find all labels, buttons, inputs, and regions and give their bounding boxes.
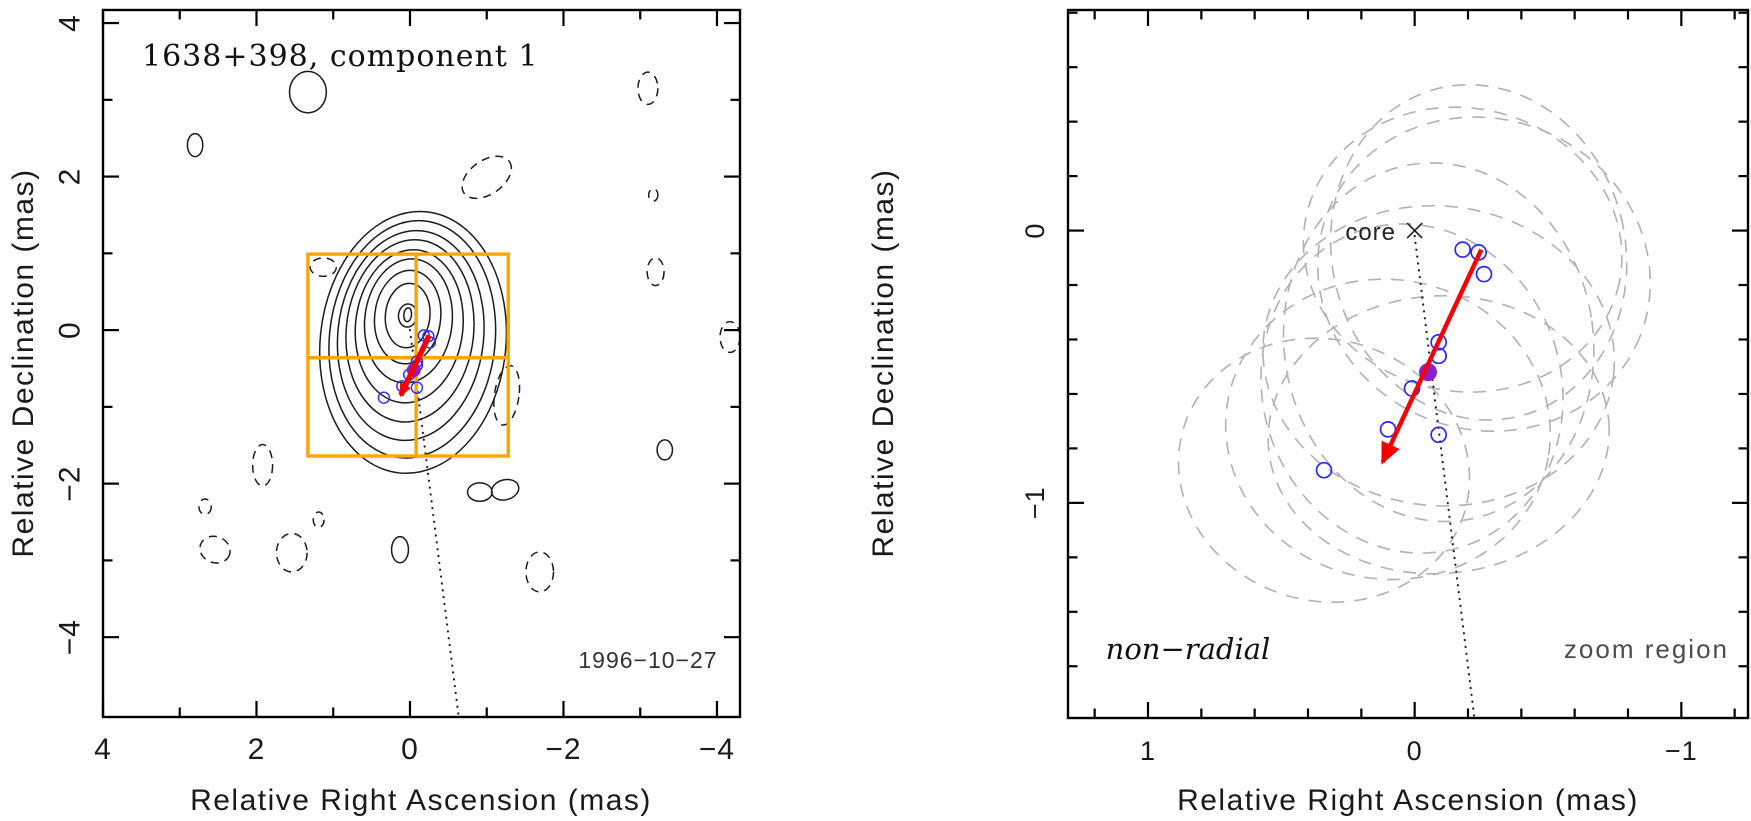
- component-position-marker: [1315, 461, 1333, 479]
- zoom-box: [306, 252, 510, 458]
- x-tick-label: −4: [699, 733, 735, 766]
- negative-noise-contour: [309, 257, 338, 278]
- error-ellipse: [1316, 116, 1652, 433]
- negative-noise-contour: [251, 443, 274, 487]
- velocity-arrow: [1380, 248, 1484, 465]
- core-label: core: [1345, 219, 1396, 246]
- y-tick-label: 0: [54, 321, 87, 339]
- brightness-contour: [373, 269, 442, 365]
- negative-noise-contour: [525, 551, 555, 593]
- error-ellipse: [1260, 223, 1564, 554]
- noise-contours: [186, 70, 741, 593]
- zoom-box-outline: [306, 252, 510, 458]
- brightness-contour: [345, 239, 475, 423]
- component-position-marker: [1430, 426, 1448, 444]
- brightness-contour: [318, 210, 508, 475]
- error-ellipse: [1329, 83, 1628, 421]
- error-ellipse: [1224, 278, 1552, 581]
- negative-noise-contour: [493, 364, 521, 426]
- negative-noise-contour: [199, 535, 231, 564]
- x-tick-label: 0: [1407, 736, 1423, 766]
- x-tick-label: 2: [248, 733, 266, 766]
- brightness-contour: [336, 229, 485, 442]
- core-marker: [1406, 222, 1423, 239]
- left-contour-panel: 4 2 0 −2 −4 4 2 0 −2 −4: [54, 8, 742, 766]
- y-tick-label: −1: [1020, 486, 1050, 519]
- component-position-marker: [410, 381, 424, 394]
- brightness-contour: [354, 248, 464, 404]
- non-radial-label: non−radial: [1106, 632, 1271, 666]
- tick-labels: 4 2 0 −2 −4 4 2 0 −2 −4: [54, 14, 735, 766]
- positive-noise-contour: [656, 439, 674, 461]
- x-tick-label: 0: [401, 733, 419, 766]
- y-tick-label: 0: [1020, 223, 1050, 239]
- negative-noise-contour: [646, 257, 665, 287]
- axis-ticks: [101, 10, 740, 717]
- component-position-marker: [377, 391, 391, 404]
- right-zoom-panel: 1 0 −1 0 −1: [1020, 8, 1750, 766]
- left-y-axis-label: Relative Declination (mas): [7, 168, 40, 557]
- brightness-contour: [403, 307, 413, 323]
- right-x-axis-label: Relative Right Ascension (mas): [1177, 784, 1639, 817]
- error-ellipse: [1177, 337, 1471, 603]
- x-tick-label: −1: [1665, 736, 1698, 766]
- y-tick-label: 4: [54, 14, 87, 32]
- tick-labels: 1 0 −1 0 −1: [1020, 223, 1698, 766]
- x-tick-label: −2: [545, 733, 581, 766]
- positive-noise-contour: [490, 478, 520, 501]
- y-tick-label: 2: [54, 168, 87, 186]
- velocity-arrow: [398, 334, 432, 398]
- negative-noise-contour: [647, 188, 659, 202]
- component-position-marker: [1430, 333, 1448, 351]
- error-ellipse: [1267, 294, 1610, 575]
- right-y-axis-label: Relative Declination (mas): [867, 168, 900, 557]
- error-ellipses: [1177, 83, 1652, 603]
- axis-ticks: [1068, 10, 1748, 718]
- plot-frame: [101, 8, 742, 719]
- positive-noise-contour: [390, 535, 410, 564]
- panel-title: 1638+398, component 1: [142, 39, 538, 74]
- y-tick-label: −2: [54, 466, 87, 502]
- left-x-axis-label: Relative Right Ascension (mas): [190, 784, 652, 817]
- positive-noise-contour: [288, 70, 328, 114]
- x-tick-label: 4: [94, 733, 112, 766]
- component-position-marker: [1454, 241, 1472, 258]
- jet-axis-dotted-line: [408, 329, 460, 716]
- epoch-date-label: 1996−10−27: [578, 647, 717, 673]
- x-tick-label: 1: [1140, 736, 1156, 766]
- negative-noise-contour: [637, 71, 659, 106]
- brightness-contours: [318, 210, 508, 475]
- error-ellipse: [1282, 162, 1595, 523]
- error-ellipse: [1262, 204, 1616, 507]
- brightness-contour: [384, 282, 431, 349]
- negative-noise-contour: [275, 532, 308, 573]
- y-tick-label: −4: [54, 619, 87, 655]
- plot-frame: [1066, 8, 1750, 720]
- negative-noise-contour: [461, 155, 513, 200]
- component-position-marker: [1475, 265, 1493, 283]
- negative-noise-contour: [312, 511, 325, 529]
- zoom-region-label: zoom region: [1564, 634, 1729, 664]
- negative-noise-contour: [198, 498, 212, 516]
- positive-noise-contour: [186, 132, 204, 158]
